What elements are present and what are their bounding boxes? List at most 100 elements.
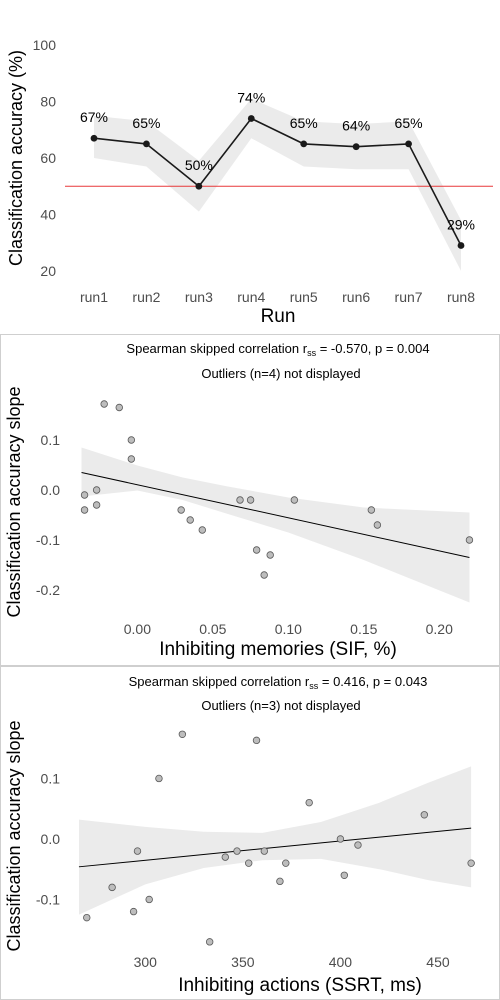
data-point bbox=[276, 877, 284, 886]
point-label-run7: 65% bbox=[395, 115, 423, 131]
panel-a-x-tick-label: run2 bbox=[132, 289, 160, 305]
point-label-run1: 67% bbox=[80, 109, 108, 125]
data-point bbox=[266, 551, 274, 559]
data-point bbox=[198, 526, 206, 534]
data-point bbox=[305, 798, 313, 807]
panel-c-title-prefix: Spearman skipped correlation r bbox=[129, 674, 310, 689]
panel-c-x-axis-title: Inhibiting actions (SSRT, ms) bbox=[178, 975, 422, 996]
panel-a-x-tick-label: run7 bbox=[395, 289, 423, 305]
data-point bbox=[127, 436, 136, 444]
data-point bbox=[129, 907, 138, 916]
data-point bbox=[115, 403, 123, 412]
data-point bbox=[83, 913, 91, 922]
data-point bbox=[155, 774, 163, 783]
data-point bbox=[260, 571, 268, 579]
x-tick-label: 0.15 bbox=[350, 621, 377, 637]
data-point bbox=[467, 859, 475, 867]
data-point bbox=[100, 400, 108, 408]
panel-b-title-prefix: Spearman skipped correlation r bbox=[126, 341, 307, 356]
panel-c-title-sub: ss bbox=[309, 681, 319, 691]
accuracy-point-run3 bbox=[195, 182, 203, 190]
data-point bbox=[80, 491, 89, 499]
y-tick-label: -0.1 bbox=[36, 891, 60, 907]
accuracy-point-run5 bbox=[300, 140, 308, 148]
data-point bbox=[245, 859, 253, 867]
panel-b-title: Spearman skipped correlation rss = -0.57… bbox=[126, 341, 429, 358]
panel-a-y-tick-label: 60 bbox=[40, 150, 56, 166]
x-tick-label: 450 bbox=[426, 954, 450, 970]
x-tick-label: 0.10 bbox=[275, 621, 302, 637]
y-tick-label: -0.2 bbox=[36, 582, 60, 598]
x-tick-label: 400 bbox=[329, 954, 353, 970]
data-point bbox=[108, 883, 116, 892]
data-point bbox=[260, 847, 269, 855]
point-label-run3: 50% bbox=[185, 157, 213, 173]
accuracy-point-run6 bbox=[352, 143, 360, 151]
y-tick-label: -0.1 bbox=[36, 532, 60, 548]
y-tick-label: 0.0 bbox=[41, 831, 61, 847]
confidence-ribbon bbox=[94, 98, 461, 271]
data-point bbox=[145, 895, 153, 904]
panel-a-y-tick-label: 80 bbox=[40, 94, 56, 110]
accuracy-by-run-panel: 67% 65% 50% 74% 65% 64% 65% 29% 20 40 60 80 100 run… bbox=[6, 37, 493, 327]
regression-confidence-band bbox=[81, 447, 470, 603]
x-tick-label: 0.20 bbox=[426, 621, 453, 637]
panel-c-y-axis-title: Classification accuracy slope bbox=[4, 720, 24, 951]
x-tick-label: 0.05 bbox=[199, 621, 226, 637]
data-point bbox=[233, 847, 241, 855]
data-point bbox=[252, 546, 261, 554]
regression-line bbox=[81, 472, 470, 558]
panel-a-x-tick-label: run4 bbox=[237, 289, 265, 305]
data-point bbox=[246, 496, 255, 504]
data-point bbox=[221, 853, 229, 861]
regression-confidence-band bbox=[79, 766, 472, 915]
point-label-run5: 65% bbox=[290, 115, 318, 131]
data-point bbox=[420, 811, 429, 819]
x-tick-label: 300 bbox=[134, 954, 158, 970]
data-point bbox=[252, 736, 261, 745]
panel-c-title: Spearman skipped correlation rss = 0.416… bbox=[129, 674, 428, 691]
panel-a-x-tick-label: run3 bbox=[185, 289, 213, 305]
data-point bbox=[354, 841, 362, 849]
data-point bbox=[92, 486, 101, 494]
actions-correlation-panel: Spearman skipped correlation rss = 0.416… bbox=[0, 666, 500, 1000]
panel-a-y-tick-label: 20 bbox=[40, 263, 56, 279]
panel-b-title-suffix: = -0.570, p = 0.004 bbox=[316, 341, 429, 356]
data-point bbox=[367, 506, 376, 514]
point-label-run8: 29% bbox=[447, 216, 475, 232]
x-tick-label: 0.00 bbox=[124, 621, 151, 637]
panel-b-title-sub: ss bbox=[307, 348, 317, 358]
memories-correlation-panel: Spearman skipped correlation rss = -0.57… bbox=[0, 334, 500, 666]
data-point bbox=[133, 847, 142, 855]
accuracy-point-run7 bbox=[405, 140, 412, 148]
data-point bbox=[336, 835, 345, 843]
data-point bbox=[178, 730, 187, 738]
panel-a-x-tick-label: run5 bbox=[290, 289, 318, 305]
accuracy-point-run1 bbox=[90, 134, 98, 142]
accuracy-point-run8 bbox=[457, 242, 465, 249]
point-label-run6: 64% bbox=[342, 118, 370, 134]
data-point bbox=[127, 455, 136, 463]
panel-b-y-axis-title: Classification accuracy slope bbox=[4, 386, 24, 617]
panel-c-subtitle: Outliers (n=3) not displayed bbox=[201, 698, 360, 713]
y-tick-label: 0.0 bbox=[41, 482, 61, 498]
panel-b-x-axis-title: Inhibiting memories (SIF, %) bbox=[159, 639, 397, 660]
panel-a-x-tick-label: run1 bbox=[80, 289, 108, 305]
data-point bbox=[373, 521, 382, 529]
panel-c-title-suffix: = 0.416, p = 0.043 bbox=[318, 674, 427, 689]
panel-a-y-axis-title: Classification accuracy (%) bbox=[6, 50, 26, 266]
regression-line bbox=[78, 827, 472, 868]
panel-a-x-tick-label: run6 bbox=[342, 289, 370, 305]
panel-a-y-tick-label: 100 bbox=[33, 37, 57, 53]
data-point bbox=[236, 496, 244, 504]
data-point bbox=[177, 506, 185, 514]
point-label-run2: 65% bbox=[132, 115, 160, 131]
panel-a-x-axis-title: Run bbox=[261, 306, 296, 327]
point-label-run4: 74% bbox=[237, 89, 265, 105]
data-point bbox=[290, 496, 299, 504]
accuracy-point-run4 bbox=[247, 115, 255, 122]
x-tick-label: 350 bbox=[231, 954, 255, 970]
y-tick-label: 0.1 bbox=[41, 770, 61, 786]
data-point bbox=[465, 536, 474, 544]
